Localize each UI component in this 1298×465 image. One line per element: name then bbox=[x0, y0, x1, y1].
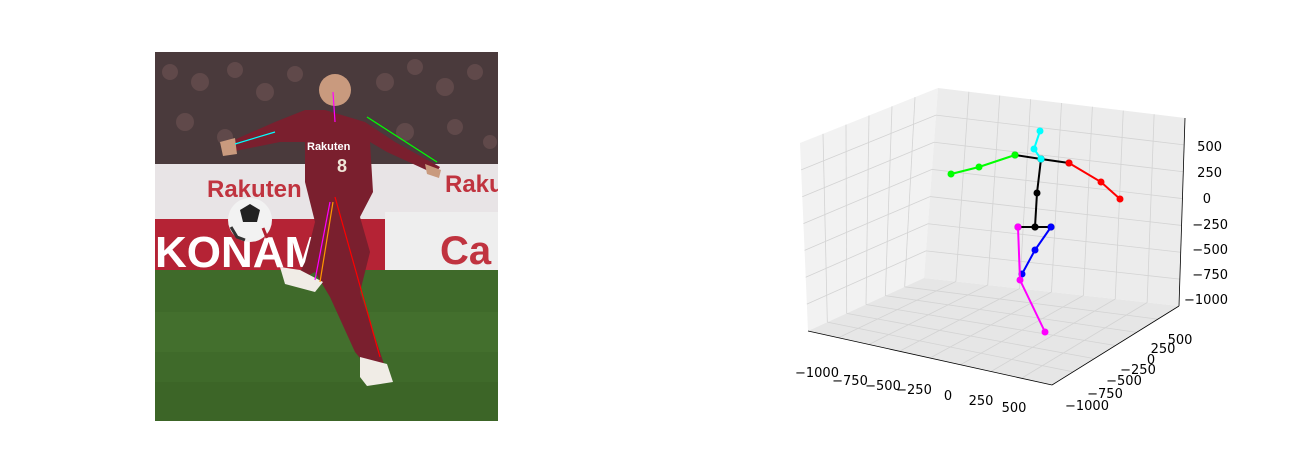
x-tick: 0 bbox=[944, 389, 952, 404]
joint-right-leg bbox=[1017, 277, 1024, 284]
z-tick: 250 bbox=[1197, 166, 1222, 181]
x-tick: −250 bbox=[896, 383, 932, 398]
y-tick: −750 bbox=[1087, 387, 1123, 402]
z-tick: 0 bbox=[1203, 192, 1211, 207]
joint-left-arm bbox=[976, 164, 983, 171]
z-tick: 500 bbox=[1197, 140, 1222, 155]
joint-right-arm bbox=[1117, 196, 1124, 203]
joint-left-leg bbox=[1048, 224, 1055, 231]
back-pane bbox=[924, 88, 1185, 306]
x-tick: 500 bbox=[1002, 401, 1027, 416]
joint-right-arm bbox=[1098, 179, 1105, 186]
z-tick: −1000 bbox=[1184, 293, 1228, 308]
z-tick: −250 bbox=[1192, 218, 1228, 233]
joint-head bbox=[1038, 156, 1045, 163]
joint-head bbox=[1037, 128, 1044, 135]
joint-spine bbox=[1034, 190, 1041, 197]
z-tick: −750 bbox=[1192, 268, 1228, 283]
joint-left-leg bbox=[1032, 247, 1039, 254]
joint-right-arm bbox=[1066, 160, 1073, 167]
joint-head bbox=[1031, 146, 1038, 153]
joint-spine bbox=[1032, 224, 1039, 231]
joint-left-arm bbox=[1012, 152, 1019, 159]
joint-left-arm bbox=[948, 171, 955, 178]
joint-right-leg bbox=[1042, 329, 1049, 336]
x-tick: 250 bbox=[969, 394, 994, 409]
x-tick: −750 bbox=[832, 374, 868, 389]
y-tick: 500 bbox=[1168, 333, 1193, 348]
joint-right-leg bbox=[1015, 224, 1022, 231]
z-tick: −500 bbox=[1192, 243, 1228, 258]
